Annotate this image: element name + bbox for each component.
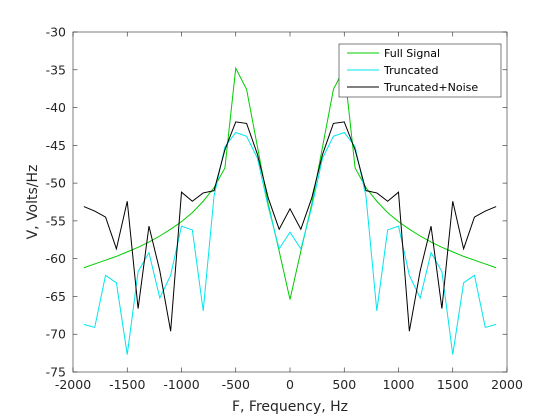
- y-axis-label: V, Volts/Hz: [25, 165, 41, 240]
- y-tick-label: -30: [46, 25, 66, 40]
- legend-label: Truncated: [383, 64, 438, 77]
- x-tick-label: -1500: [109, 377, 145, 392]
- x-axis-label: F, Frequency, Hz: [232, 399, 348, 415]
- y-tick-label: -45: [46, 138, 66, 153]
- x-tick-label: 1500: [437, 377, 469, 392]
- x-tick-label: 2000: [491, 377, 523, 392]
- y-tick-label: -55: [46, 213, 66, 228]
- series-layer: [83, 66, 497, 355]
- x-tick-label: 0: [286, 377, 294, 392]
- ticks-layer: -2000 -1500 -1000 -500 0 500 1000 1500 2000 -30 -3…: [46, 25, 523, 393]
- x-tick-label: -1000: [163, 377, 199, 392]
- y-tick-label: -75: [46, 365, 66, 380]
- y-tick-label: -50: [46, 176, 66, 191]
- x-tick-label: 500: [332, 377, 356, 392]
- y-tick-label: -40: [46, 100, 66, 115]
- y-tick-label: -60: [46, 251, 66, 266]
- x-tick-label: -2000: [55, 377, 91, 392]
- x-tick-label: 1000: [383, 377, 415, 392]
- legend-label: Truncated+Noise: [383, 81, 478, 94]
- x-tick-label: -500: [222, 377, 250, 392]
- series-line-1: [83, 131, 497, 355]
- legend-label: Full Signal: [384, 47, 440, 60]
- y-tick-label: -35: [46, 62, 66, 77]
- y-tick-label: -70: [46, 327, 66, 342]
- series-line-2: [83, 121, 497, 332]
- legend: Full Signal Truncated Truncated+Noise: [338, 43, 502, 98]
- y-tick-label: -65: [46, 289, 66, 304]
